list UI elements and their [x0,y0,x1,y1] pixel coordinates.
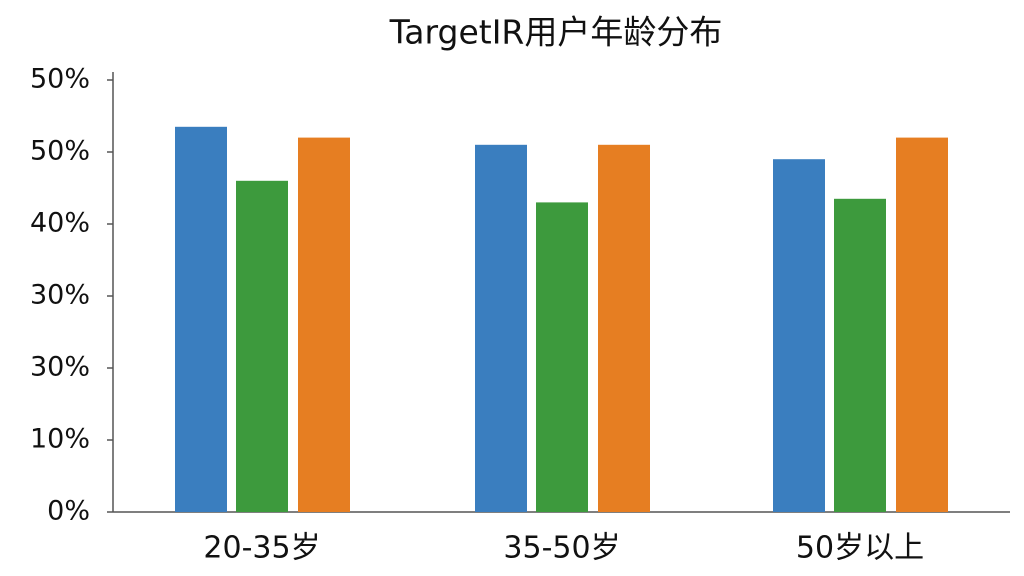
y-tick-label: 30% [30,280,90,311]
y-tick-label: 30% [30,352,90,383]
chart-title: TargetIR用户年龄分布 [389,13,723,52]
x-tick-label: 50岁以上 [796,531,924,566]
bar [598,144,650,513]
y-tick-label: 50% [30,136,90,167]
bar [896,137,948,512]
bar [773,159,825,512]
bar [475,144,527,513]
bar [175,126,227,513]
bar [834,198,886,513]
y-tick-label: 0% [47,496,90,527]
y-tick-label: 40% [30,208,90,239]
bar [536,202,588,512]
bar [236,180,288,513]
y-tick-label: 50% [30,64,90,95]
y-tick-label: 10% [30,424,90,455]
x-tick-label: 20-35岁 [203,531,320,566]
bar [298,137,350,512]
x-tick-label: 35-50岁 [503,531,620,566]
